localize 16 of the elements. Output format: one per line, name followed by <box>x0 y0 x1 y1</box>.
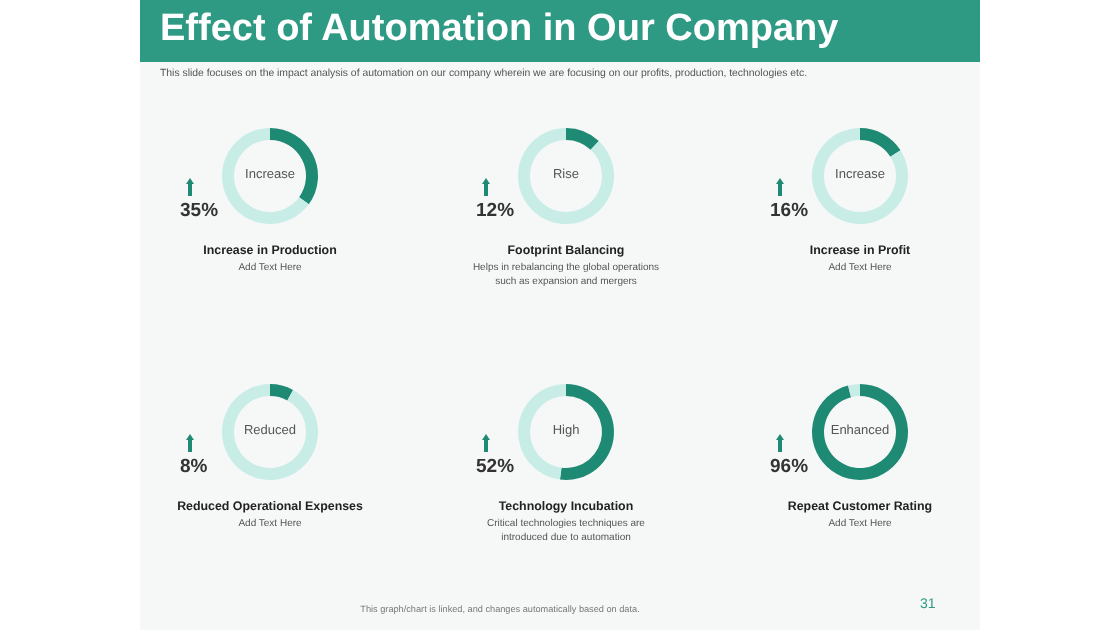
text: Effect of Automation in Our Company <box>160 8 839 52</box>
text: 35% <box>180 200 219 222</box>
donut-slice <box>812 384 908 480</box>
text: 52% <box>476 456 515 478</box>
text: 12% <box>476 200 515 222</box>
donut-slice <box>270 384 294 401</box>
text: 96% <box>770 456 809 478</box>
donut-slice <box>222 128 309 224</box>
donut-slice <box>518 128 614 224</box>
donut-slice <box>566 128 599 150</box>
donut-slice <box>848 384 860 398</box>
donut-slice <box>860 128 901 157</box>
donut-slice <box>812 128 908 224</box>
text: 16% <box>770 200 809 222</box>
donut-slice <box>222 384 318 480</box>
text: 8% <box>180 456 208 478</box>
